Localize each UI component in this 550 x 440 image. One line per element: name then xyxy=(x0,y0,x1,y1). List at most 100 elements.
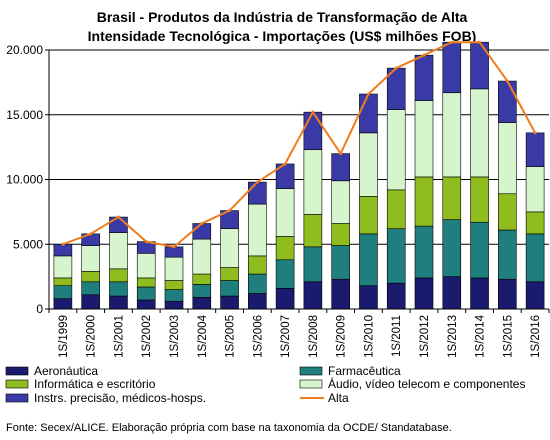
bar-segment xyxy=(303,149,323,215)
bar-segment xyxy=(498,229,517,280)
bar-segment xyxy=(81,294,100,310)
line-point xyxy=(89,232,93,236)
y-tick-label: 0 xyxy=(36,302,43,316)
bar-segment xyxy=(164,300,184,310)
line-point xyxy=(255,180,259,184)
bar-segment xyxy=(359,132,378,197)
chart-title-line1: Brasil - Produtos da Indústria de Transf… xyxy=(97,9,468,25)
bar-segment xyxy=(220,228,239,268)
bar-segment xyxy=(525,281,545,310)
bar-segment xyxy=(442,219,462,277)
bar-segment xyxy=(136,253,156,279)
x-tick-label: 1S/2001 xyxy=(113,315,125,358)
bar-series-group xyxy=(53,41,545,310)
x-tick-label: 1S/2005 xyxy=(225,315,237,358)
line-point xyxy=(339,152,343,156)
bar-segment xyxy=(136,286,156,301)
x-tick-label: 1S/2006 xyxy=(252,315,264,358)
x-tick-label: 1S/1999 xyxy=(58,315,70,358)
line-point xyxy=(283,162,287,166)
line-point xyxy=(172,245,176,249)
bar-segment xyxy=(498,80,517,123)
bar-segment xyxy=(109,295,128,310)
bar-segment xyxy=(470,88,489,178)
bar-segment xyxy=(248,293,267,310)
x-tick-label: 1S/2007 xyxy=(280,315,292,358)
bar-segment xyxy=(359,196,378,235)
bar-segment xyxy=(498,193,517,231)
legend-swatch xyxy=(299,379,323,389)
axes xyxy=(45,49,550,313)
legend-label: Áudio, vídeo telecom e componentes xyxy=(328,376,525,391)
bar-segment xyxy=(331,153,350,182)
bar-segment xyxy=(498,122,517,195)
bar-segment xyxy=(81,271,100,283)
x-tick-label: 1S/2000 xyxy=(86,315,98,358)
line-point xyxy=(144,240,148,244)
y-tick-labels: 0 5.000 10.000 15.000 20.000 xyxy=(6,43,43,316)
bar-segment xyxy=(470,176,489,223)
bar-segment xyxy=(386,282,406,310)
bar-segment xyxy=(220,295,239,310)
bar-segment xyxy=(275,259,295,289)
bar-segment xyxy=(442,92,462,178)
bar-segment xyxy=(414,176,434,227)
bar-segment xyxy=(525,233,545,283)
line-point xyxy=(228,209,232,213)
bar-segment xyxy=(248,203,267,257)
source-note: Fonte: Secex/ALICE. Elaboração própria c… xyxy=(6,422,452,434)
bar-segment xyxy=(53,298,73,310)
y-tick-label: 5.000 xyxy=(13,237,43,251)
x-tick-label: 1S/2004 xyxy=(197,314,209,357)
bar-segment xyxy=(53,285,73,299)
bar-segment xyxy=(414,100,434,178)
bar-segment xyxy=(442,276,462,310)
bar-segment xyxy=(303,246,323,283)
bar-segment xyxy=(414,54,434,101)
line-series-group xyxy=(61,40,537,249)
bar-segment xyxy=(525,211,545,235)
bar-segment xyxy=(386,189,406,230)
bar-segment xyxy=(164,280,184,290)
bar-segment xyxy=(331,245,350,280)
gridlines xyxy=(49,49,549,245)
bar-segment xyxy=(164,289,184,302)
bar-segment xyxy=(136,299,156,310)
bar-segment xyxy=(386,109,406,191)
x-tick-label: 1S/2010 xyxy=(363,315,375,358)
line-point xyxy=(61,242,65,246)
legend-label: Informática e escritório xyxy=(34,377,156,391)
y-tick-label: 15.000 xyxy=(6,108,43,122)
bar-segment xyxy=(53,243,73,257)
bar-segment xyxy=(442,176,462,220)
bar-segment xyxy=(386,228,406,284)
line-point xyxy=(394,66,398,70)
bar-segment xyxy=(220,280,239,297)
legend-swatch xyxy=(299,366,323,376)
legend-label: Aeronáutica xyxy=(34,364,98,378)
x-tick-label: 1S/2009 xyxy=(336,315,348,358)
bar-segment xyxy=(414,277,434,310)
bar-segment xyxy=(303,281,323,310)
line-point xyxy=(422,53,426,57)
line-point xyxy=(116,215,120,219)
x-tick-label: 1S/2016 xyxy=(530,315,542,358)
x-tick-label: 1S/2008 xyxy=(308,315,320,358)
bar-segment xyxy=(470,221,489,279)
bar-segment xyxy=(359,93,378,134)
y-tick-label: 20.000 xyxy=(6,43,43,57)
bar-segment xyxy=(192,238,212,275)
x-tick-label: 1S/2014 xyxy=(475,314,487,357)
bar-segment xyxy=(275,287,295,310)
bar-segment xyxy=(359,233,378,286)
legend-swatch xyxy=(5,393,29,403)
line-point xyxy=(200,222,204,226)
bar-segment xyxy=(331,278,350,310)
legend-label: Farmacêutica xyxy=(328,364,401,378)
bar-segment xyxy=(359,285,378,310)
legend-label: Instrs. precisão, médicos-hosps. xyxy=(34,391,206,405)
bar-segment xyxy=(331,223,350,246)
chart-title-line2: Intensidade Tecnológica - Importações (U… xyxy=(88,28,477,44)
bar-segment xyxy=(192,297,212,310)
